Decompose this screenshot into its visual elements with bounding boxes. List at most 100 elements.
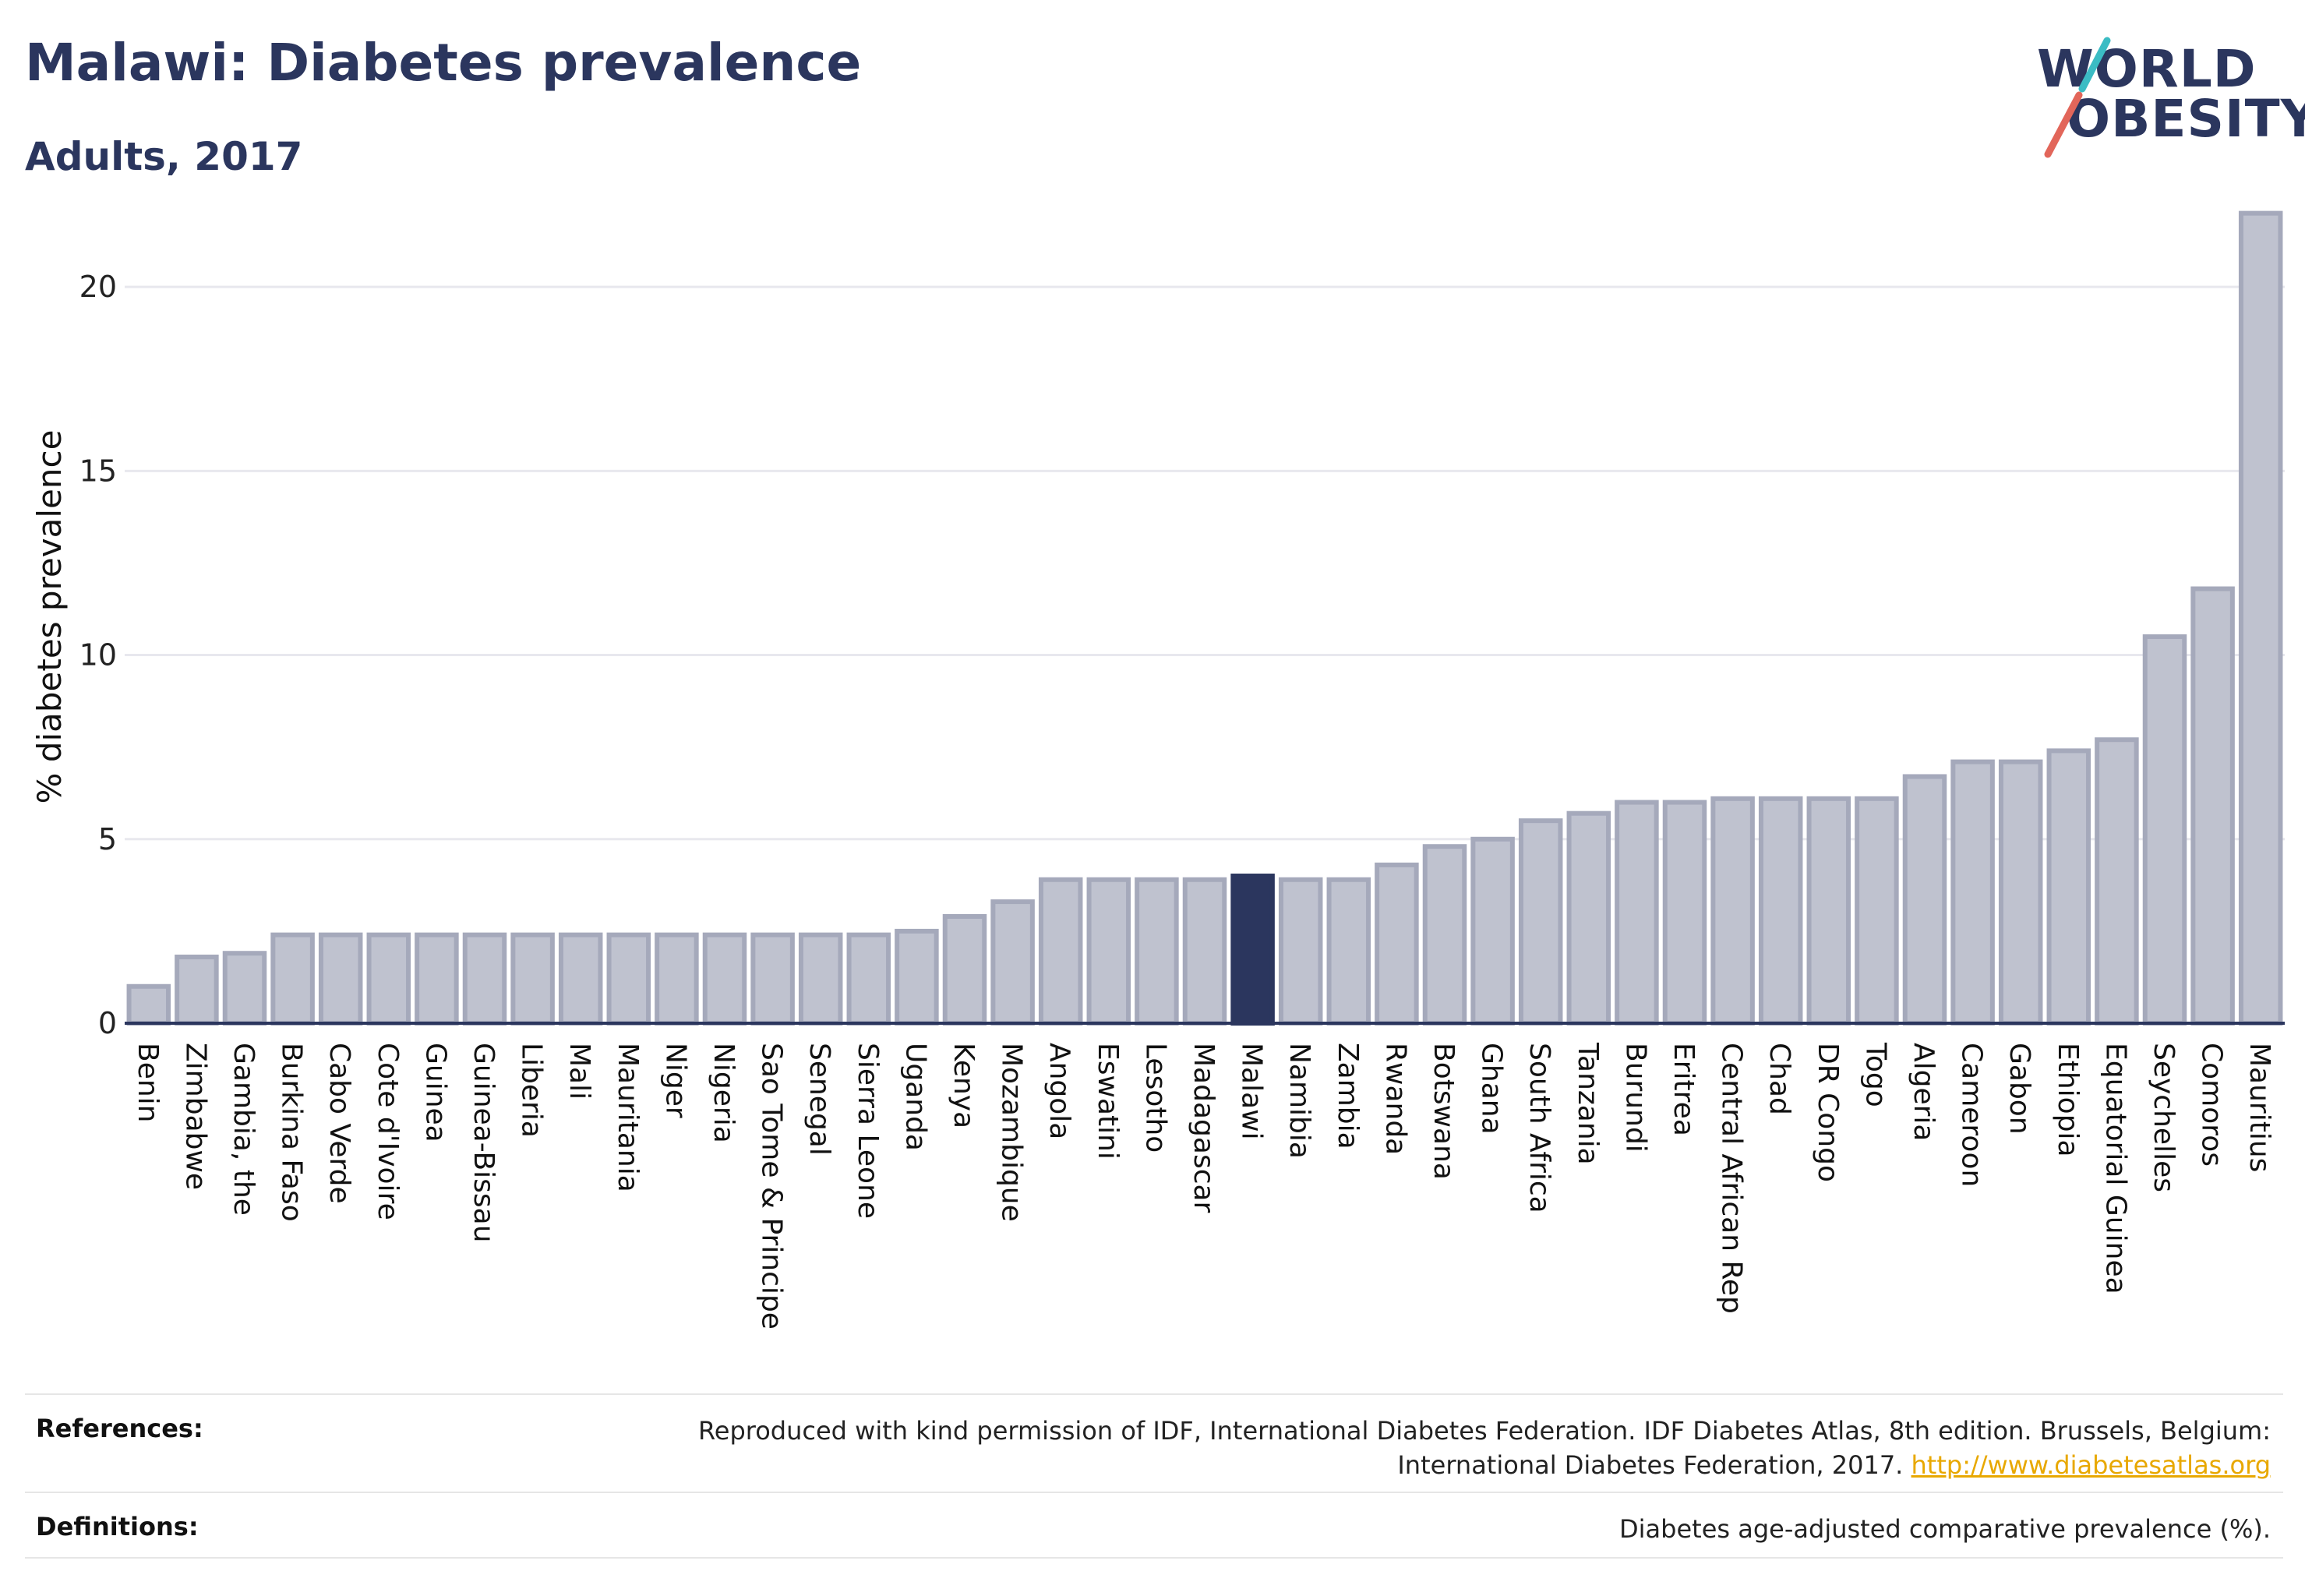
bar-central-african-rep xyxy=(1710,796,1755,1026)
bar-sao-tome-principe xyxy=(750,932,795,1026)
bar-algeria xyxy=(1902,774,1947,1026)
x-tick-label: Mauritania xyxy=(612,1043,644,1192)
x-tick-label: Togo xyxy=(1859,1042,1891,1107)
bar-angola xyxy=(1038,877,1083,1026)
x-tick-label: Comoros xyxy=(2196,1043,2228,1167)
y-tick-label: 15 xyxy=(79,454,117,488)
x-tick-label: Namibia xyxy=(1283,1043,1315,1159)
references-line-2: International Diabetes Federation, 2017. xyxy=(1397,1450,1904,1480)
bar-mali xyxy=(558,932,603,1026)
bar-rwanda xyxy=(1375,862,1419,1026)
bar-kenya xyxy=(942,913,987,1026)
x-tick-label: Rwanda xyxy=(1379,1043,1411,1155)
x-tick-label: Senegal xyxy=(803,1043,835,1156)
bar-senegal xyxy=(798,932,843,1026)
bar-liberia xyxy=(510,932,555,1026)
definitions-text: Diabetes age-adjusted comparative preval… xyxy=(401,1512,2271,1546)
chart-subtitle: Adults, 2017 xyxy=(25,134,303,179)
x-tick-label: Gabon xyxy=(2003,1043,2035,1135)
bar-togo xyxy=(1855,796,1899,1026)
x-tick-label: Madagascar xyxy=(1188,1043,1220,1213)
bar-tanzania xyxy=(1566,810,1611,1026)
bar-cabo-verde xyxy=(318,932,363,1026)
bar-guinea-bissau xyxy=(462,932,507,1026)
bar-zimbabwe xyxy=(175,954,219,1026)
y-tick-label: 10 xyxy=(79,638,117,673)
references-row: References: Reproduced with kind permiss… xyxy=(25,1393,2283,1492)
x-tick-label: South Africa xyxy=(1523,1043,1555,1213)
x-tick-label: Seychelles xyxy=(2148,1043,2180,1192)
logo-slash-icon xyxy=(2044,37,2111,158)
x-tick-label: Burkina Faso xyxy=(276,1043,308,1222)
bar-comoros xyxy=(2190,586,2235,1026)
bar-burkina-faso xyxy=(270,932,315,1026)
references-line-1: Reproduced with kind permission of IDF, … xyxy=(697,1416,2271,1446)
x-tick-label: Guinea xyxy=(419,1043,451,1142)
x-tick-label: Tanzania xyxy=(1572,1042,1604,1165)
bar-benin xyxy=(126,983,171,1026)
x-tick-label: Guinea-Bissau xyxy=(468,1043,499,1243)
bar-chart: 0 5 10 15 20 Benin Zimbabwe Gambia, the Burkina… xyxy=(30,210,2285,1329)
y-tick-label: 5 xyxy=(98,822,117,856)
x-tick-label: Ghana xyxy=(1476,1043,1508,1135)
y-tick-label: 0 xyxy=(98,1006,117,1040)
diabetes-atlas-link[interactable]: http://www.diabetesatlas.org xyxy=(1911,1450,2271,1480)
footer: References: Reproduced with kind permiss… xyxy=(25,1393,2283,1559)
x-tick-label: Niger xyxy=(659,1043,691,1118)
x-tick-label: Algeria xyxy=(1908,1043,1940,1142)
x-tick-label: Zimbabwe xyxy=(179,1043,211,1190)
bar-eritrea xyxy=(1662,800,1707,1026)
x-tick-label: Cameroon xyxy=(1956,1043,1988,1187)
bar-ghana xyxy=(1470,836,1515,1026)
bar-ethiopia xyxy=(2046,748,2091,1026)
bar-niger xyxy=(655,932,699,1026)
logo-line-1: WORLD xyxy=(2037,39,2257,99)
definitions-row: Definitions: Diabetes age-adjusted compa… xyxy=(25,1492,2283,1559)
x-tick-label: Cote d'Ivoire xyxy=(372,1043,404,1220)
bars xyxy=(126,210,2283,1026)
bar-cameroon xyxy=(1950,759,1995,1026)
bar-cote-d-ivoire xyxy=(366,932,411,1026)
references-label: References: xyxy=(36,1414,203,1443)
bar-madagascar xyxy=(1182,877,1227,1026)
definitions-value: Diabetes age-adjusted comparative preval… xyxy=(1619,1514,2271,1544)
y-axis-ticks: 0 5 10 15 20 xyxy=(79,270,117,1040)
x-tick-label: Kenya xyxy=(948,1043,980,1128)
bar-chad xyxy=(1758,796,1803,1026)
x-tick-label: Zambia xyxy=(1332,1043,1364,1149)
bar-lesotho xyxy=(1135,877,1179,1026)
x-tick-label: DR Congo xyxy=(1812,1043,1844,1182)
bar-equatorial-guinea xyxy=(2095,737,2139,1026)
x-tick-label: Nigeria xyxy=(708,1043,740,1143)
x-tick-label: Cabo Verde xyxy=(323,1043,355,1204)
bar-uganda xyxy=(895,928,939,1026)
x-tick-label: Sao Tome & Principe xyxy=(756,1043,788,1329)
bar-dr-congo xyxy=(1806,796,1851,1026)
y-tick-label: 20 xyxy=(79,270,117,304)
x-tick-label: Liberia xyxy=(516,1043,548,1138)
x-tick-label: Eswatini xyxy=(1092,1043,1124,1160)
x-tick-label: Benin xyxy=(132,1043,164,1122)
x-tick-label: Angola xyxy=(1043,1043,1075,1139)
x-tick-label: Chad xyxy=(1763,1043,1795,1115)
x-tick-label: Lesotho xyxy=(1139,1043,1171,1153)
bar-guinea xyxy=(415,932,459,1026)
x-tick-label: Malawi xyxy=(1236,1043,1268,1140)
bar-eswatini xyxy=(1086,877,1131,1026)
x-tick-label: Ethiopia xyxy=(2052,1043,2084,1157)
chart-title: Malawi: Diabetes prevalence xyxy=(25,33,862,93)
bar-botswana xyxy=(1422,844,1467,1026)
bar-gambia-the xyxy=(222,951,267,1026)
x-axis-labels: Benin Zimbabwe Gambia, the Burkina Faso Cabo… xyxy=(132,1042,2275,1329)
x-tick-label: Mauritius xyxy=(2243,1043,2275,1172)
bar-sierra-leone xyxy=(846,932,891,1026)
bar-gabon xyxy=(1998,759,2043,1026)
bar-seychelles xyxy=(2142,634,2187,1026)
x-tick-label: Sierra Leone xyxy=(852,1043,884,1219)
definitions-label: Definitions: xyxy=(36,1512,199,1541)
bar-mauritius xyxy=(2238,210,2283,1026)
x-tick-label: Equatorial Guinea xyxy=(2099,1043,2131,1294)
x-tick-label: Mozambique xyxy=(996,1043,1028,1222)
logo-line-2: OBESITY xyxy=(2067,89,2305,149)
x-tick-label: Botswana xyxy=(1428,1043,1460,1180)
